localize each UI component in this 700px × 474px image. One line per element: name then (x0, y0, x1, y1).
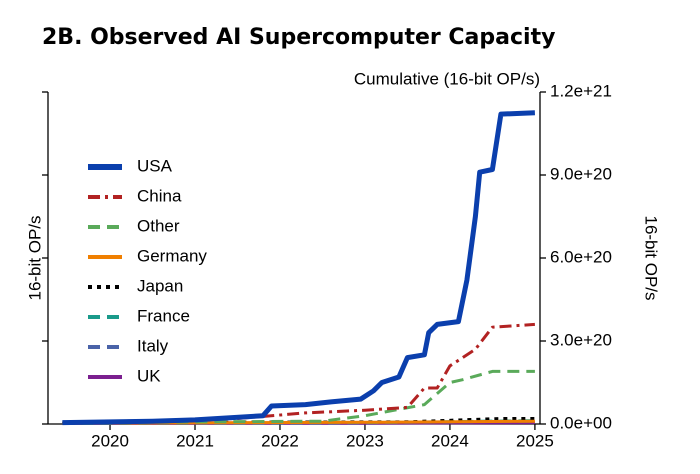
y2-tick-label: 9.0e+20 (550, 164, 612, 183)
legend-label: France (137, 306, 190, 325)
chart-subtitle: Cumulative (16-bit OP/s) (354, 69, 540, 88)
y2-tick-label: 3.0e+20 (550, 330, 612, 349)
x-tick-label: 2021 (176, 431, 214, 450)
legend-label: UK (137, 366, 161, 385)
legend-label: Italy (137, 336, 169, 355)
legend-label: Germany (137, 246, 207, 265)
legend-label: Other (137, 216, 180, 235)
x-tick-label: 2020 (91, 431, 129, 450)
x-tick-label: 2022 (261, 431, 299, 450)
y2-tick-label: 0.0e+00 (550, 413, 612, 432)
y2-tick-label: 6.0e+20 (550, 247, 612, 266)
y2-tick-label: 1.2e+21 (550, 81, 612, 100)
chart-title: 2B. Observed AI Supercomputer Capacity (42, 25, 555, 50)
y2-axis-label: 16-bit OP/s (642, 215, 661, 300)
x-tick-label: 2025 (516, 431, 554, 450)
legend-label: China (137, 186, 182, 205)
series-line (62, 322, 535, 425)
x-tick-label: 2024 (431, 431, 469, 450)
y-axis-label: 16-bit OP/s (25, 215, 44, 300)
series-line (62, 110, 535, 426)
x-tick-label: 2023 (346, 431, 384, 450)
legend-label: USA (137, 156, 173, 175)
series-line (62, 369, 535, 425)
legend-label: Japan (137, 276, 183, 295)
